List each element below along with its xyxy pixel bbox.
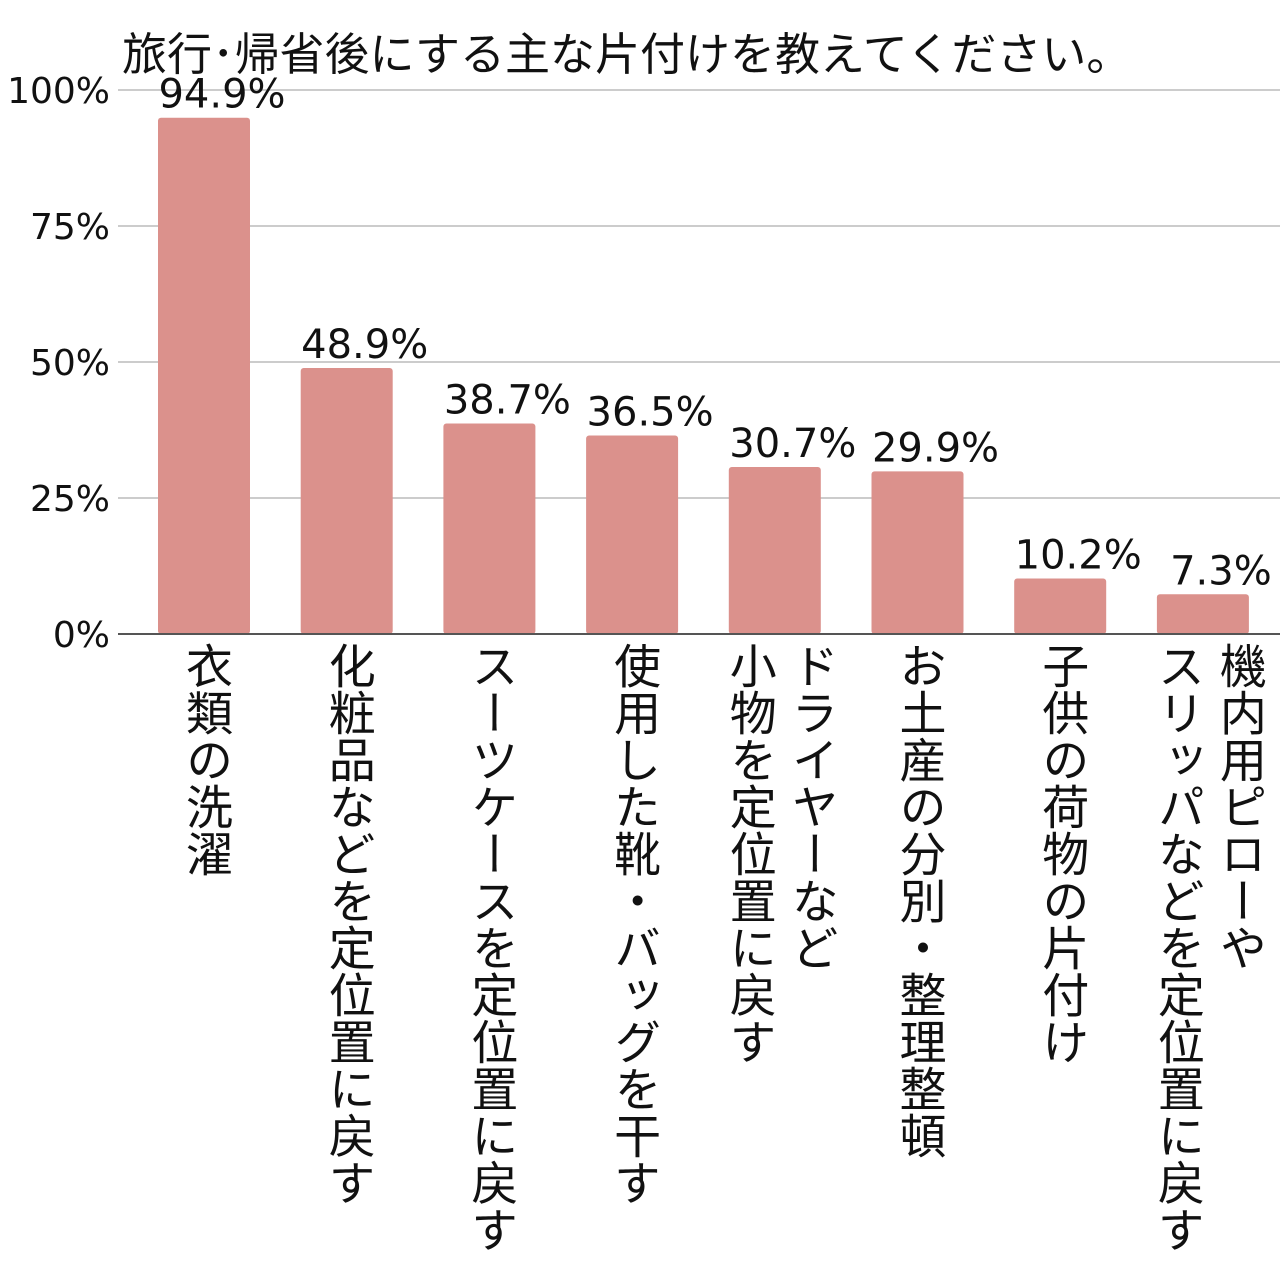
category-label: 衣類の洗濯 (177, 642, 232, 877)
y-tick-label: 25% (30, 479, 110, 520)
category-label: お土産の分別・整理整頓 (890, 642, 946, 1159)
value-label: 94.9% (158, 72, 285, 118)
category-label: 化粧品などを定位置に戻す (319, 642, 375, 1206)
y-tick-label: 0% (53, 615, 110, 656)
category-label: スーツケースを定位置に戻す (462, 642, 518, 1253)
bar (1156, 594, 1249, 634)
grid-lines (118, 89, 1280, 499)
value-label: 38.7% (444, 377, 571, 423)
bar (728, 466, 821, 634)
category-label: 使用した靴・バッグを干す (605, 642, 661, 1206)
value-labels: 94.9% 48.9% 38.7% 36.5% 30.7% 29.9% 10.2% 7.3% (158, 72, 1271, 595)
value-label: 30.7% (729, 421, 856, 467)
value-label: 36.5% (587, 389, 714, 435)
y-tick-label: 100% (7, 71, 110, 112)
bar (443, 423, 536, 634)
category-label: 子供の荷物の片付け (1033, 642, 1089, 1065)
value-label: 48.9% (301, 322, 428, 368)
bar (300, 367, 393, 634)
bar (871, 471, 964, 634)
value-label: 7.3% (1170, 548, 1272, 594)
y-axis-ticks: 0% 25% 50% 75% 100% (7, 71, 110, 656)
bar (1014, 578, 1107, 634)
y-tick-label: 75% (30, 207, 110, 248)
chart-title: 旅行･帰省後にする主な片付けを教えてください。 (122, 28, 1131, 81)
bar (158, 117, 250, 634)
bar (586, 435, 679, 634)
value-label: 29.9% (872, 425, 999, 471)
category-label: 機内用ピローや スリッパなどを定位置に戻す (1148, 642, 1266, 1253)
y-tick-label: 50% (30, 343, 110, 384)
category-label: ドライヤーなど 小物を定位置に戻す (720, 642, 838, 1065)
bars (158, 117, 1249, 634)
value-label: 10.2% (1015, 533, 1142, 579)
